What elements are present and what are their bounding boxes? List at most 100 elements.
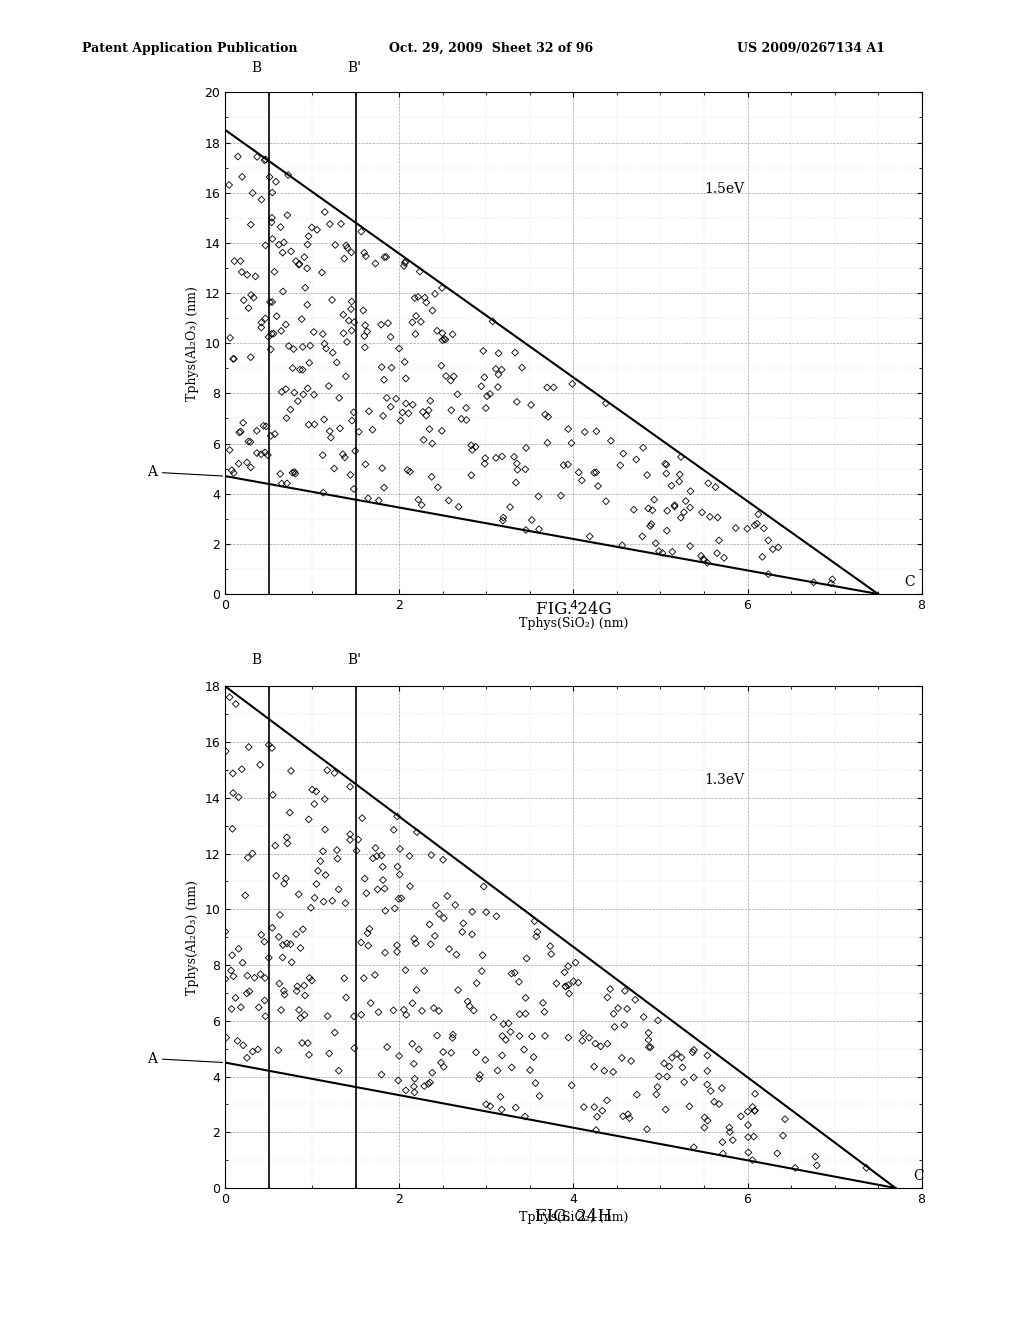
Point xyxy=(271,973,288,994)
Point xyxy=(299,294,315,315)
Point xyxy=(408,323,424,345)
Point xyxy=(397,960,414,981)
Point xyxy=(223,459,240,480)
Point xyxy=(323,428,339,449)
Point xyxy=(518,948,535,969)
Point xyxy=(358,883,375,904)
Point xyxy=(478,902,495,923)
Point xyxy=(389,935,406,956)
Point xyxy=(487,358,504,379)
Point xyxy=(223,998,240,1019)
Point xyxy=(291,999,307,1020)
Point xyxy=(301,352,317,374)
Point xyxy=(575,1097,592,1118)
Point xyxy=(379,1036,395,1057)
Point xyxy=(495,510,511,531)
Point xyxy=(537,1002,553,1023)
Point xyxy=(299,378,315,399)
Point xyxy=(292,359,308,380)
Text: B': B' xyxy=(347,61,361,75)
Point xyxy=(393,887,410,908)
Point xyxy=(410,286,426,308)
Point xyxy=(588,1119,604,1140)
Point xyxy=(496,1014,512,1035)
Point xyxy=(368,253,384,275)
Point xyxy=(373,314,389,335)
Point xyxy=(654,543,671,564)
Point xyxy=(449,944,465,965)
Point xyxy=(693,545,710,566)
Point xyxy=(502,496,518,517)
Point xyxy=(332,418,348,440)
Point xyxy=(285,358,301,379)
Point xyxy=(316,788,333,809)
Point xyxy=(740,1142,757,1163)
Point xyxy=(570,462,587,483)
Point xyxy=(603,430,620,451)
Point xyxy=(253,189,269,210)
Point xyxy=(316,333,333,354)
Point xyxy=(297,985,313,1006)
Point xyxy=(489,1060,506,1081)
Point xyxy=(350,421,367,442)
Point xyxy=(241,297,257,318)
Point xyxy=(706,1092,722,1113)
Point xyxy=(343,319,359,341)
Point xyxy=(283,399,299,420)
Point xyxy=(359,488,376,510)
Point xyxy=(341,310,357,331)
Point xyxy=(270,1040,287,1061)
Point xyxy=(618,998,635,1019)
Point xyxy=(295,384,311,405)
Point xyxy=(303,898,319,919)
Point xyxy=(669,1043,685,1064)
Point xyxy=(335,322,351,343)
Point xyxy=(301,414,317,436)
Point xyxy=(230,453,247,474)
Point xyxy=(807,1146,823,1167)
Point xyxy=(614,535,631,556)
Point xyxy=(309,219,326,240)
Point xyxy=(699,1045,716,1067)
Point xyxy=(245,182,261,203)
Point xyxy=(278,869,294,890)
Point xyxy=(236,289,252,310)
Point xyxy=(374,845,390,866)
Point xyxy=(573,470,590,491)
Point xyxy=(362,993,379,1014)
Point xyxy=(509,459,525,480)
Point xyxy=(431,903,447,924)
Point xyxy=(390,1071,407,1092)
Point xyxy=(466,1001,482,1022)
Point xyxy=(740,1114,757,1135)
Point xyxy=(300,1032,316,1053)
Point xyxy=(263,211,280,232)
Point xyxy=(273,321,290,342)
Point xyxy=(643,513,659,535)
Point xyxy=(710,507,726,528)
Point xyxy=(434,277,451,298)
Point xyxy=(746,1101,763,1122)
Point xyxy=(249,442,265,463)
Point xyxy=(315,891,332,912)
Point xyxy=(517,987,534,1008)
Point xyxy=(314,445,331,466)
Point xyxy=(376,370,392,391)
Point xyxy=(686,1039,702,1060)
Point xyxy=(256,149,272,170)
Point xyxy=(243,214,259,235)
Point xyxy=(224,945,241,966)
Point xyxy=(672,463,688,484)
Point xyxy=(504,964,520,985)
Point xyxy=(360,401,377,422)
Point xyxy=(234,412,251,433)
Point xyxy=(564,374,581,395)
Point xyxy=(435,908,452,929)
Point xyxy=(232,421,249,442)
Point xyxy=(257,308,273,329)
Point xyxy=(286,338,302,359)
Point xyxy=(468,1041,484,1063)
Point xyxy=(475,876,492,898)
Point xyxy=(613,1047,630,1068)
Point xyxy=(239,451,255,473)
